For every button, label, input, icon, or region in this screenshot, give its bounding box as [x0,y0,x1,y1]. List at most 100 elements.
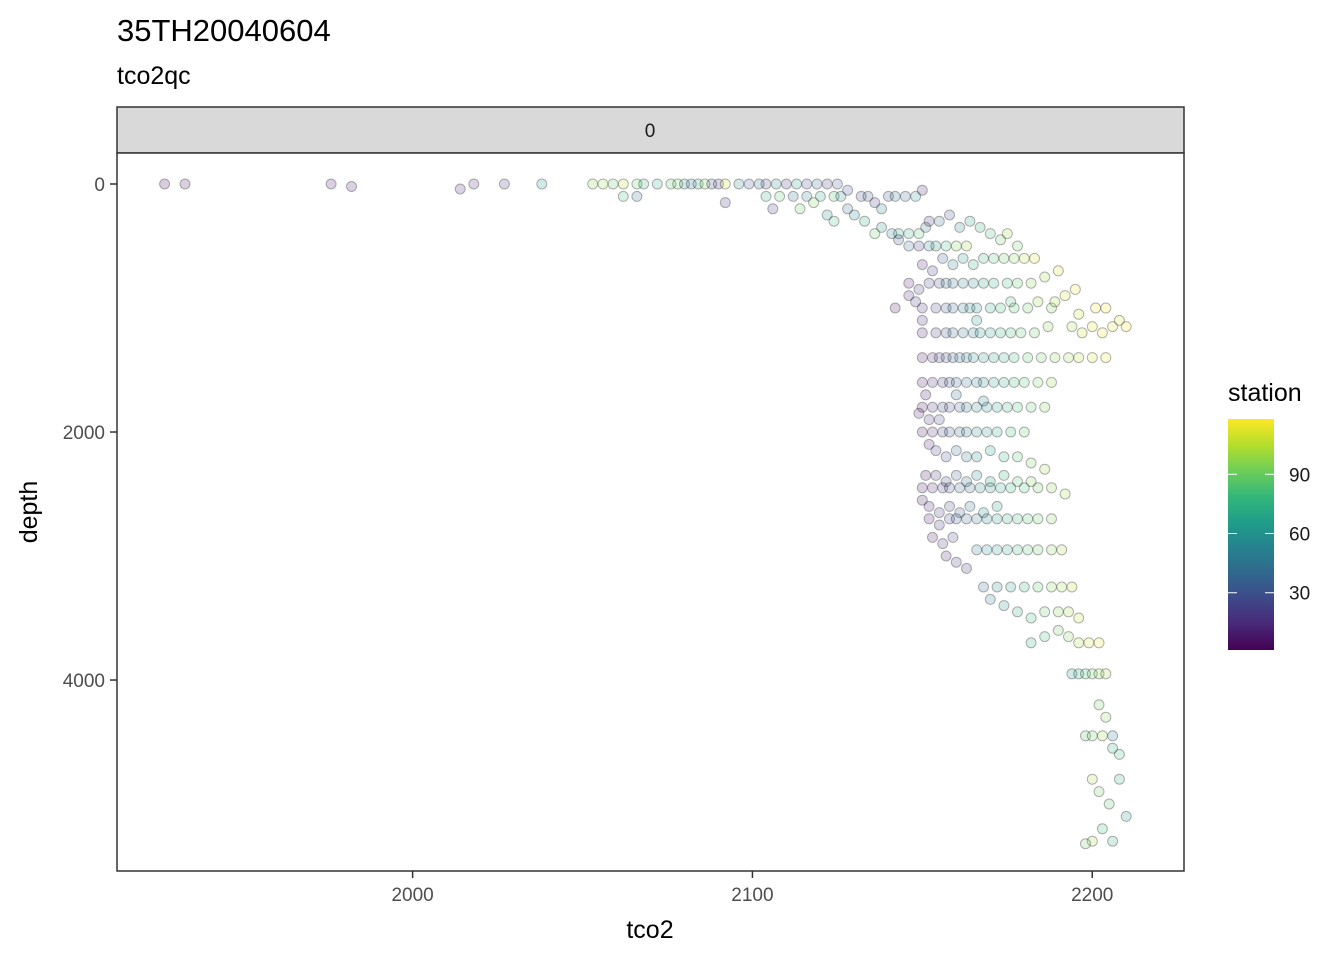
data-point [651,178,663,190]
data-point [930,469,942,481]
data-point [937,376,949,388]
data-point [903,290,915,302]
legend-tick-label: 30 [1289,584,1310,605]
data-point [1080,838,1091,850]
data-point [1025,637,1037,649]
data-point [1052,624,1064,636]
data-point [981,513,993,525]
data-point [1120,810,1132,822]
data-point [1107,835,1119,847]
data-point [947,327,959,339]
data-point [967,259,979,271]
data-point [916,314,928,326]
data-point [984,593,996,605]
data-point [1107,730,1119,742]
data-point [930,302,942,314]
data-point [916,376,928,388]
data-point [978,581,989,593]
data-point [1086,730,1098,742]
data-point [1018,426,1030,438]
data-point [1113,748,1125,760]
data-point [947,277,959,289]
data-point [1086,352,1098,364]
data-point [998,352,1010,364]
data-point [984,228,996,240]
data-point [964,302,976,314]
data-point [791,178,803,190]
data-point [978,352,989,364]
data-point [1001,228,1013,240]
data-point [1056,544,1068,556]
facet-strip-background [116,106,1185,154]
data-point [713,178,724,190]
chart-subtitle: tco2qc [117,62,191,90]
data-point [1005,482,1017,494]
data-point [760,190,772,202]
data-point [876,221,888,233]
data-point [831,178,843,190]
data-point [821,209,833,221]
data-point [1059,290,1071,302]
data-point [767,203,779,215]
y-axis-title: depth [15,481,43,544]
data-point [1049,352,1061,364]
data-point [780,178,792,190]
data-point [957,302,969,314]
data-point [1093,786,1105,798]
data-point [967,277,979,289]
data-point [988,376,1000,388]
data-point [947,352,959,364]
data-point [1086,835,1098,847]
data-point [1008,376,1020,388]
data-point [950,556,962,568]
data-point [978,277,989,289]
data-point [933,352,945,364]
data-point [828,190,840,202]
data-point [1080,730,1091,742]
data-point [1063,606,1074,618]
data-point [988,352,1000,364]
data-point [1001,544,1013,556]
data-point [957,277,969,289]
data-point [967,352,979,364]
data-point [1025,277,1037,289]
data-point [954,507,966,519]
data-point [679,178,690,190]
data-point [1096,327,1108,339]
data-point [916,352,928,364]
data-point [984,482,996,494]
y-axis: 0 2000 4000 [63,175,117,692]
data-point [967,327,979,339]
data-point [665,178,677,190]
y-tick-label: 4000 [63,671,105,692]
data-point [753,178,765,190]
data-point [927,265,938,277]
data-point [916,482,928,494]
data-point [869,197,881,209]
data-point [961,352,972,364]
data-point [1025,457,1037,469]
data-point [1120,321,1132,333]
legend-tick-label: 60 [1289,525,1310,546]
data-point [961,451,972,463]
data-point [995,302,1006,314]
data-point [787,190,799,202]
data-point [1032,581,1044,593]
data-point [1096,730,1108,742]
data-point [889,190,901,202]
data-point [893,228,905,240]
data-point [910,190,922,202]
data-point [913,240,925,252]
data-point [1086,321,1098,333]
data-point [1012,476,1023,488]
data-point [1039,463,1051,475]
data-point [835,190,847,202]
data-point [842,184,854,196]
data-point [468,178,480,190]
data-point [1066,581,1078,593]
data-point [927,376,938,388]
data-point [984,476,996,488]
data-point [1018,252,1030,264]
data-point [944,500,955,512]
data-point [954,221,966,233]
